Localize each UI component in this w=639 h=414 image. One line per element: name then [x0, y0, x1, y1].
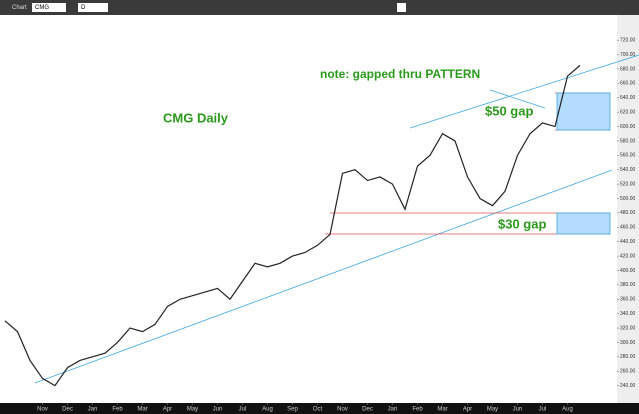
chart-title: CMG Daily	[163, 110, 229, 125]
y-tick-label: 560.00	[620, 153, 636, 159]
x-tick-label: Feb	[112, 407, 123, 413]
price-line	[4, 64, 581, 387]
period-box[interactable]	[78, 3, 108, 12]
x-tick-label: Aug	[262, 407, 273, 413]
y-tick-label: 440.00	[620, 239, 636, 245]
x-tick-label: May	[187, 407, 198, 413]
y-tick-label: 260.00	[620, 369, 636, 375]
trend-line	[409, 54, 639, 129]
x-tick-label: Jan	[388, 407, 398, 413]
trend-line	[34, 169, 613, 384]
y-tick-label: 660.00	[620, 81, 636, 87]
y-tick-label: 540.00	[620, 167, 636, 173]
x-tick-label: Jul	[539, 407, 547, 413]
annotation: note: gapped thru PATTERN	[320, 67, 480, 81]
y-tick-label: 360.00	[620, 297, 636, 303]
y-tick-label: 700.00	[620, 52, 636, 58]
x-tick-label: Apr	[463, 407, 472, 413]
x-tick-label: Nov	[37, 407, 48, 413]
y-tick-label: 400.00	[620, 268, 636, 274]
y-tick-label: 640.00	[620, 95, 636, 101]
window-label: Chart	[12, 5, 27, 11]
y-tick-label: 620.00	[620, 109, 636, 115]
x-tick-label: Mar	[137, 407, 147, 413]
x-tick-label: Feb	[412, 407, 423, 413]
x-tick-label: Jun	[213, 407, 223, 413]
x-tick-label: Dec	[362, 407, 373, 413]
y-tick-label: 720.00	[620, 38, 636, 44]
y-tick-label: 520.00	[620, 181, 636, 187]
toolbar-icon[interactable]	[397, 3, 406, 12]
annotation: $50 gap	[485, 103, 533, 118]
period[interactable]: D	[81, 5, 86, 11]
y-tick-label: 240.00	[620, 383, 636, 389]
symbol[interactable]: CMG	[35, 5, 49, 11]
annotation: $30 gap	[498, 216, 546, 231]
x-tick-label: Jun	[513, 407, 523, 413]
x-tick-label: Apr	[163, 407, 172, 413]
pointer-line	[489, 89, 546, 109]
gap-box	[556, 212, 611, 235]
plot-area	[0, 15, 617, 403]
y-tick-label: 340.00	[620, 311, 636, 317]
y-tick-label: 500.00	[620, 196, 636, 202]
x-tick-label: Mar	[437, 407, 447, 413]
x-tick-label: May	[487, 407, 498, 413]
y-tick-label: 420.00	[620, 253, 636, 259]
x-tick-label: Jan	[88, 407, 98, 413]
y-tick-label: 380.00	[620, 282, 636, 288]
x-tick-label: Dec	[62, 407, 73, 413]
y-tick-label: 580.00	[620, 138, 636, 144]
symbol-box[interactable]	[32, 3, 66, 12]
y-axis-area	[617, 15, 639, 403]
gap-box	[556, 92, 611, 131]
x-tick-label: Sep	[287, 407, 298, 413]
y-tick-label: 600.00	[620, 124, 636, 130]
y-tick-label: 320.00	[620, 325, 636, 331]
x-tick-label: Oct	[313, 407, 323, 413]
x-tick-label: Nov	[337, 407, 348, 413]
x-tick-label: Jul	[239, 407, 247, 413]
y-tick-label: 680.00	[620, 66, 636, 72]
y-tick-label: 480.00	[620, 210, 636, 216]
y-tick-label: 460.00	[620, 225, 636, 231]
y-tick-label: 280.00	[620, 354, 636, 360]
x-axis-area	[0, 403, 639, 414]
x-tick-label: Aug	[562, 407, 573, 413]
toolbar	[0, 0, 639, 15]
y-tick-label: 300.00	[620, 340, 636, 346]
